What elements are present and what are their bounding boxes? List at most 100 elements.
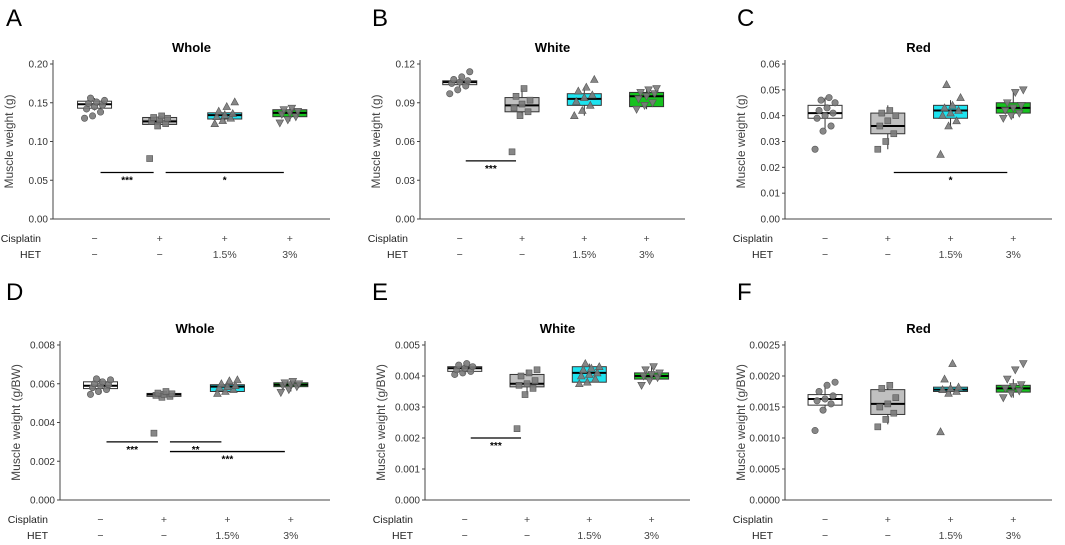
data-point — [811, 145, 819, 153]
y-tick-label: 0.004 — [395, 372, 420, 383]
cisplatin-mark: − — [457, 233, 463, 245]
data-point — [813, 397, 821, 405]
data-point — [87, 390, 95, 398]
data-point — [954, 105, 963, 114]
cisplatin-mark: + — [586, 514, 592, 526]
data-point — [526, 96, 534, 104]
data-point — [876, 122, 884, 130]
y-tick-label: 0.005 — [395, 341, 420, 352]
data-point — [512, 92, 520, 100]
group-4 — [995, 360, 1031, 403]
het-mark: − — [457, 249, 463, 261]
cisplatin-mark: + — [885, 233, 891, 245]
data-point — [513, 425, 521, 433]
chart-title: White — [535, 40, 570, 55]
het-mark: 3% — [644, 530, 659, 542]
group-3 — [933, 358, 969, 436]
data-point — [1014, 387, 1024, 396]
het-mark: − — [885, 530, 891, 542]
data-point — [882, 138, 890, 145]
data-point — [642, 92, 651, 101]
panel-C: C Red 0.00 0.01 0.02 0.03 0.04 0.05 0.06 Muscle w… — [733, 5, 1052, 261]
data-point — [874, 423, 882, 431]
data-point — [956, 92, 965, 101]
data-point — [89, 112, 97, 120]
significance-label: *** — [485, 164, 497, 175]
data-point — [1008, 383, 1018, 392]
y-tick-label: 0.0010 — [749, 434, 780, 445]
data-point — [93, 98, 101, 106]
het-mark: 1.5% — [572, 249, 596, 261]
data-point — [579, 92, 589, 101]
data-point — [829, 392, 837, 400]
data-point — [637, 381, 646, 390]
chart-title: White — [540, 321, 575, 336]
row-label-het: HET — [20, 249, 42, 261]
data-point — [890, 130, 898, 138]
data-point — [275, 119, 285, 128]
group-4 — [272, 104, 308, 128]
data-point — [815, 107, 823, 115]
data-point — [590, 374, 600, 383]
y-axis-label: Muscle weight (g/BW) — [374, 364, 388, 481]
group-4 — [629, 85, 665, 114]
data-point — [464, 77, 472, 85]
y-tick-label: 0.000 — [30, 496, 55, 507]
data-point — [942, 80, 951, 88]
data-point — [222, 101, 232, 110]
data-point — [95, 387, 103, 395]
row-label-het: HET — [752, 530, 774, 542]
y-tick-label: 0.0015 — [749, 403, 780, 414]
panel-A: A Whole 0.00 0.05 0.10 0.15 0.20 Muscle weight … — [1, 5, 330, 261]
data-point — [645, 377, 654, 386]
data-point — [458, 73, 466, 81]
data-point — [450, 76, 458, 84]
y-tick-label: 0.000 — [395, 496, 420, 507]
data-point — [940, 103, 949, 112]
row-label-cisplatin: Cisplatin — [733, 233, 773, 245]
row-label-het: HET — [392, 530, 414, 542]
data-point — [1002, 375, 1012, 384]
cisplatin-mark: + — [287, 233, 293, 245]
data-point — [811, 427, 819, 435]
data-point — [655, 369, 664, 378]
significance-label: *** — [121, 176, 133, 187]
data-point — [952, 116, 961, 125]
data-point — [81, 114, 89, 122]
group-3 — [566, 74, 602, 119]
cisplatin-mark: + — [519, 233, 525, 245]
data-point — [1008, 104, 1018, 113]
data-point — [649, 363, 658, 372]
data-point — [592, 368, 602, 377]
group-3 — [933, 80, 969, 158]
data-point — [210, 119, 220, 127]
data-point — [466, 68, 474, 76]
data-point — [813, 114, 821, 122]
data-point — [162, 120, 169, 127]
data-point — [890, 409, 898, 417]
het-mark: − — [519, 249, 525, 261]
data-point — [940, 374, 949, 383]
data-point — [214, 106, 224, 115]
data-point — [226, 113, 236, 122]
data-point — [531, 377, 539, 384]
data-point — [936, 149, 945, 158]
data-point — [825, 94, 833, 102]
data-point — [948, 358, 957, 367]
panel-letter: C — [737, 5, 754, 32]
data-point — [821, 112, 829, 120]
data-point — [829, 109, 837, 117]
cisplatin-mark: + — [157, 233, 163, 245]
data-point — [823, 381, 831, 389]
data-point — [228, 108, 238, 117]
data-point — [886, 381, 894, 389]
data-point — [515, 381, 523, 389]
cisplatin-mark: − — [462, 514, 468, 526]
het-mark: 3% — [639, 249, 654, 261]
significance-label: * — [949, 176, 953, 187]
data-point — [831, 99, 839, 107]
data-point — [230, 97, 240, 106]
data-point — [218, 115, 228, 124]
data-point — [93, 375, 101, 383]
